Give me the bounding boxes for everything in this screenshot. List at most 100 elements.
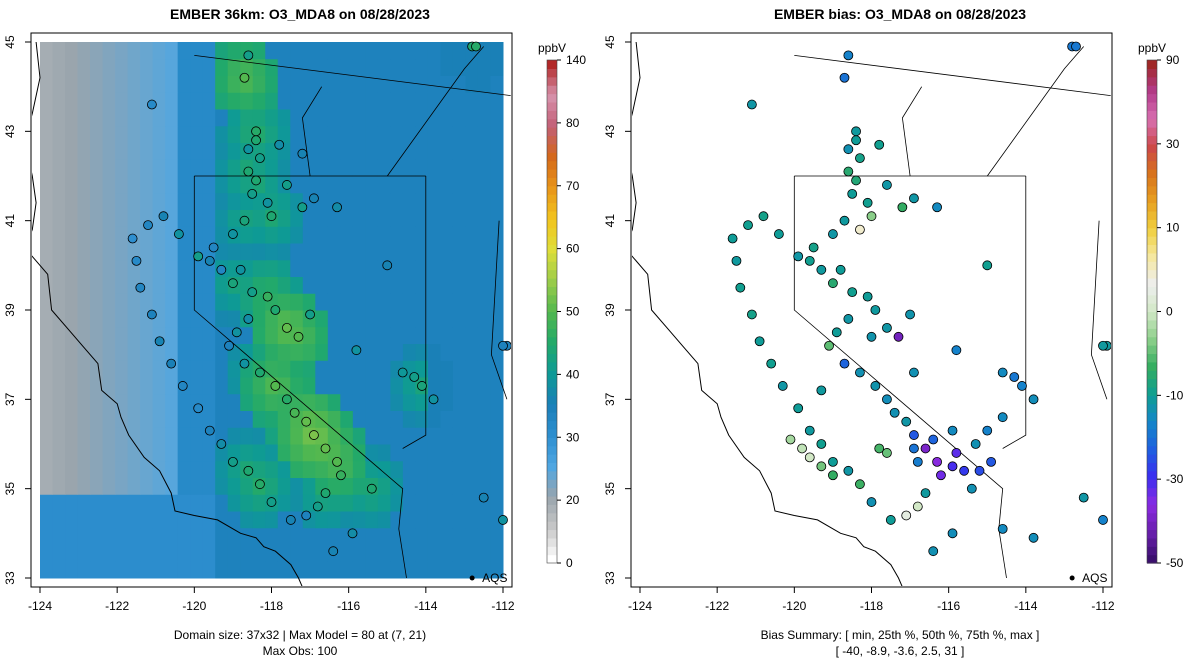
grid-cell (365, 276, 379, 294)
colorbar-segment (1147, 462, 1157, 472)
grid-cell (77, 58, 91, 76)
grid-cell (115, 310, 129, 328)
station-point (947, 528, 958, 539)
grid-cell (215, 109, 229, 127)
station-point (428, 394, 439, 405)
grid-cell (202, 544, 216, 562)
grid-cell (315, 243, 329, 261)
grid-cell (490, 393, 504, 411)
grid-cell (265, 460, 279, 478)
grid-cell (202, 360, 216, 378)
station-point (855, 153, 865, 164)
y-tick-label: 39 (603, 303, 617, 317)
station-point (743, 220, 753, 231)
grid-cell (127, 494, 141, 512)
colorbar-segment (547, 236, 557, 246)
grid-cell (90, 176, 104, 194)
y-tick-label: 39 (3, 303, 17, 317)
grid-cell (477, 460, 491, 478)
grid-cell (315, 377, 329, 395)
grid-cell (77, 360, 91, 378)
station-point (851, 126, 861, 137)
grid-cell (102, 243, 116, 261)
y-axis: 33 35 37 39 41 43 45 (3, 35, 31, 585)
station-point (947, 425, 958, 436)
grid-cell (365, 494, 379, 512)
grid-cell (327, 326, 341, 344)
grid-cell (290, 377, 304, 395)
grid-cell (215, 226, 229, 244)
grid-cell (215, 58, 229, 76)
grid-cell (452, 92, 466, 110)
grid-cell (177, 125, 191, 143)
grid-cell (415, 410, 429, 428)
grid-cell (402, 460, 416, 478)
grid-cell (277, 243, 291, 261)
grid-cell (52, 125, 66, 143)
grid-cell (302, 92, 316, 110)
grid-cell (440, 460, 454, 478)
station-point (270, 381, 281, 391)
grid-cell (440, 226, 454, 244)
station-point (839, 215, 850, 226)
grid-cell (165, 494, 179, 512)
station-point (951, 448, 962, 458)
grid-cell (277, 527, 291, 545)
grid-cell (77, 511, 91, 529)
colorbar-tick-label: 90 (1166, 53, 1180, 67)
grid-cell (165, 125, 179, 143)
station-point (889, 407, 900, 418)
grid-cell (490, 259, 504, 277)
grid-cell (52, 209, 66, 227)
grid-cell (327, 58, 341, 76)
station-point (1098, 515, 1108, 525)
grid-cell (490, 326, 504, 344)
grid-cell (240, 511, 254, 529)
grid-cell (452, 561, 466, 579)
grid-cell (352, 243, 366, 261)
grid-cell (152, 460, 166, 478)
grid-cell (302, 58, 316, 76)
colorbar-segment (547, 168, 557, 178)
grid-cell (152, 343, 166, 361)
grid-cell (165, 159, 179, 177)
grid-cell (290, 360, 304, 378)
grid-cell (152, 159, 166, 177)
grid-cell (165, 460, 179, 478)
y-tick-label: 43 (3, 124, 17, 138)
colorbar-segment (547, 487, 557, 497)
grid-cell (202, 494, 216, 512)
grid-cell (127, 326, 141, 344)
colorbar-segment (547, 76, 557, 86)
station-point (982, 260, 993, 271)
grid-cell (477, 393, 491, 411)
grid-cell (165, 276, 179, 294)
station-point (727, 233, 738, 244)
grid-cell (490, 477, 504, 495)
grid-cell (452, 444, 466, 462)
x-tick-label: -116 (337, 599, 360, 613)
grid-cell (177, 460, 191, 478)
grid-cell (377, 511, 391, 529)
grid-cell (290, 427, 304, 445)
grid-cell (252, 42, 266, 60)
station-point (154, 336, 165, 347)
y-tick-label: 33 (3, 571, 17, 585)
x-tick-label: -116 (937, 599, 960, 613)
grid-cell (365, 209, 379, 227)
grid-cell (377, 326, 391, 344)
left-map-figure: AQS -124 -122 -120 -118 -116 -114 -112 33 35 37 39 4… (3, 32, 586, 613)
station-point (843, 166, 854, 177)
grid-cell (365, 226, 379, 244)
grid-cell (215, 92, 229, 110)
colorbar-segment (1147, 319, 1157, 329)
grid-cell (415, 125, 429, 143)
grid-cell (440, 142, 454, 160)
station-point (320, 443, 331, 454)
grid-cell (102, 393, 116, 411)
grid-cell (177, 276, 191, 294)
grid-cell (390, 259, 404, 277)
grid-cell (165, 477, 179, 495)
station-point (843, 314, 854, 324)
grid-cell (90, 310, 104, 328)
